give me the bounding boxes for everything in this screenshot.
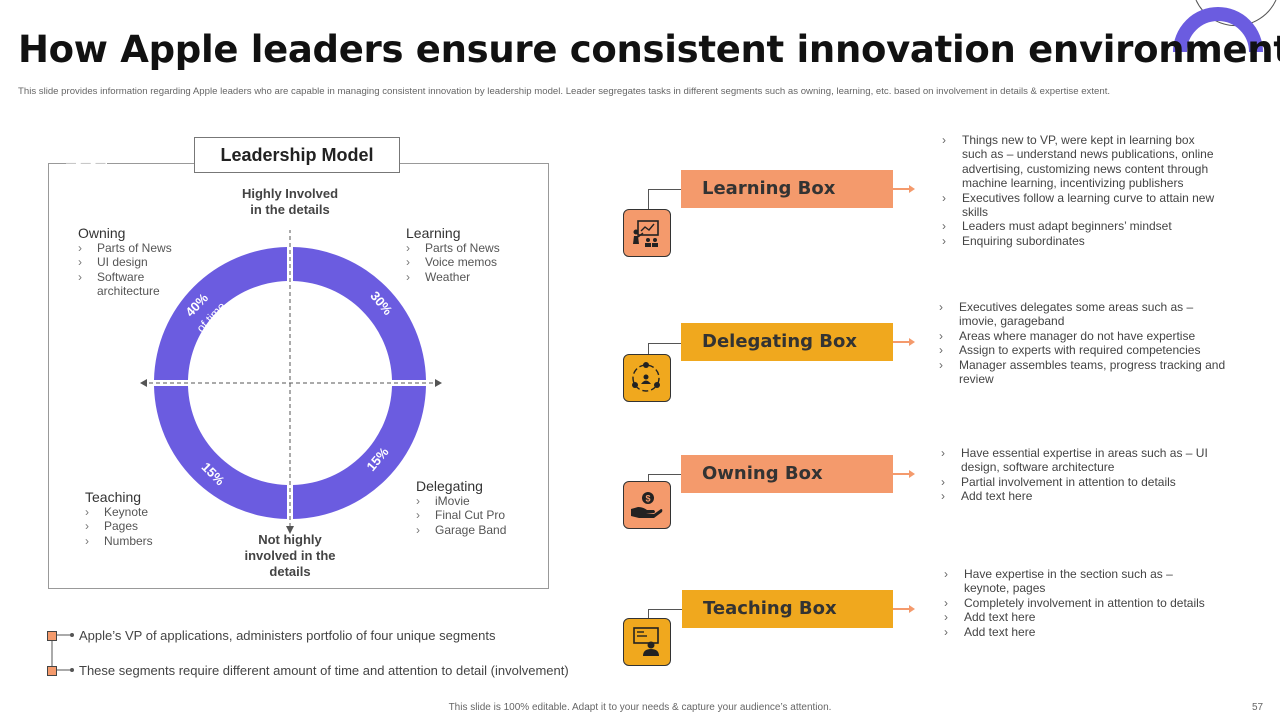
learning-icon-tile xyxy=(623,209,671,257)
connector-line xyxy=(648,474,682,483)
quadrant-learning: Learning Parts of NewsVoice memosWeather xyxy=(406,225,536,285)
list-item: Garage Band xyxy=(416,523,546,538)
list-item: UI design xyxy=(78,255,198,270)
quadrant-title: Delegating xyxy=(416,478,483,494)
list-item: Final Cut Pro xyxy=(416,508,546,523)
team-network-icon xyxy=(632,362,660,392)
corner-decoration xyxy=(1173,0,1277,53)
list-item: Parts of News xyxy=(78,241,198,256)
list-item: Add text here xyxy=(944,610,1214,625)
list-item: Software architecture xyxy=(78,270,198,299)
teaching-box-details: Have expertise in the section such as – … xyxy=(944,567,1214,639)
quadrant-title: Learning xyxy=(406,225,461,241)
note-marker xyxy=(47,666,57,676)
quadrant-title: Owning xyxy=(78,225,126,241)
quadrant-delegating: Delegating iMovieFinal Cut ProGarage Ban… xyxy=(416,478,546,538)
connector-line xyxy=(648,189,682,210)
list-item: Pages xyxy=(85,519,205,534)
arrow-icon xyxy=(893,470,915,478)
list-item: Add text here xyxy=(944,625,1214,640)
list-item: Weather xyxy=(406,270,536,285)
learning-box: Learning Box xyxy=(681,170,893,208)
owning-box: Owning Box xyxy=(681,455,893,493)
axis-bottom-label: Not highly involved in the details xyxy=(244,532,336,579)
ring-segment-owning xyxy=(154,247,287,380)
teaching-icon-tile xyxy=(623,618,671,666)
page-title: How Apple leaders ensure consistent inno… xyxy=(18,28,1280,71)
list-item: Add text here xyxy=(941,489,1231,504)
presentation-icon xyxy=(633,220,659,247)
arrow-icon xyxy=(893,605,915,613)
connector-line xyxy=(648,343,682,355)
list-item: Partial involvement in attention to deta… xyxy=(941,475,1231,490)
leadership-model-title: Leadership Model xyxy=(194,137,400,173)
teacher-board-icon xyxy=(633,627,659,656)
delegating-box-details: Executives delegates some areas such as … xyxy=(939,300,1229,386)
ring-segment-teaching xyxy=(154,386,287,519)
list-item: Assign to experts with required competen… xyxy=(939,343,1229,358)
page-number: 57 xyxy=(1252,702,1264,713)
list-item: Things new to VP, were kept in learning … xyxy=(942,133,1222,191)
hand-money-icon: $ xyxy=(631,492,663,518)
note-1: Apple’s VP of applications, administers … xyxy=(79,628,496,643)
list-item: Have expertise in the section such as – … xyxy=(944,567,1214,596)
list-item: Areas where manager do not have expertis… xyxy=(939,329,1229,344)
learning-list: Parts of NewsVoice memosWeather xyxy=(406,241,536,285)
note-2: These segments require different amount … xyxy=(79,663,569,678)
list-item: Have essential expertise in areas such a… xyxy=(941,446,1231,475)
owning-box-details: Have essential expertise in areas such a… xyxy=(941,446,1231,504)
footer-note: This slide is 100% editable. Adapt it to… xyxy=(448,702,832,713)
leadership-ring-chart: 40% of time 30% 15% 15% xyxy=(140,230,442,534)
note-marker xyxy=(47,631,57,641)
list-item: Enquiring subordinates xyxy=(942,234,1222,249)
svg-text:$: $ xyxy=(645,494,650,504)
arrow-icon xyxy=(893,338,915,346)
teaching-list: KeynotePagesNumbers xyxy=(85,505,205,549)
list-item: Executives follow a learning curve to at… xyxy=(942,191,1222,220)
teaching-box: Teaching Box xyxy=(682,590,893,628)
delegating-list: iMovieFinal Cut ProGarage Band xyxy=(416,494,546,538)
list-item: Completely involvement in attention to d… xyxy=(944,596,1214,611)
list-item: Parts of News xyxy=(406,241,536,256)
arrow-icon xyxy=(893,185,915,193)
learning-box-details: Things new to VP, were kept in learning … xyxy=(942,133,1222,249)
ring-segment-delegating xyxy=(293,386,426,519)
list-item: Keynote xyxy=(85,505,205,520)
list-item: Leaders must adapt beginners’ mindset xyxy=(942,219,1222,234)
axis-top-label: Highly Involved in the details xyxy=(241,186,339,217)
page-subtitle: This slide provides information regardin… xyxy=(18,86,1111,97)
connector-line xyxy=(648,609,682,620)
owning-icon-tile: $ xyxy=(623,481,671,529)
ring-segment-learning xyxy=(293,247,426,380)
list-item: Manager assembles teams, progress tracki… xyxy=(939,358,1229,387)
panel-dots: — — — xyxy=(66,158,107,169)
delegating-icon-tile xyxy=(623,354,671,402)
quadrant-title: Teaching xyxy=(85,489,142,505)
list-item: Numbers xyxy=(85,534,205,549)
quadrant-teaching: Teaching KeynotePagesNumbers xyxy=(85,489,205,549)
list-item: iMovie xyxy=(416,494,546,509)
delegating-box: Delegating Box xyxy=(681,323,893,361)
quadrant-owning: Owning Parts of NewsUI designSoftware ar… xyxy=(78,225,198,299)
list-item: Executives delegates some areas such as … xyxy=(939,300,1229,329)
owning-list: Parts of NewsUI designSoftware architect… xyxy=(78,241,198,299)
list-item: Voice memos xyxy=(406,255,536,270)
